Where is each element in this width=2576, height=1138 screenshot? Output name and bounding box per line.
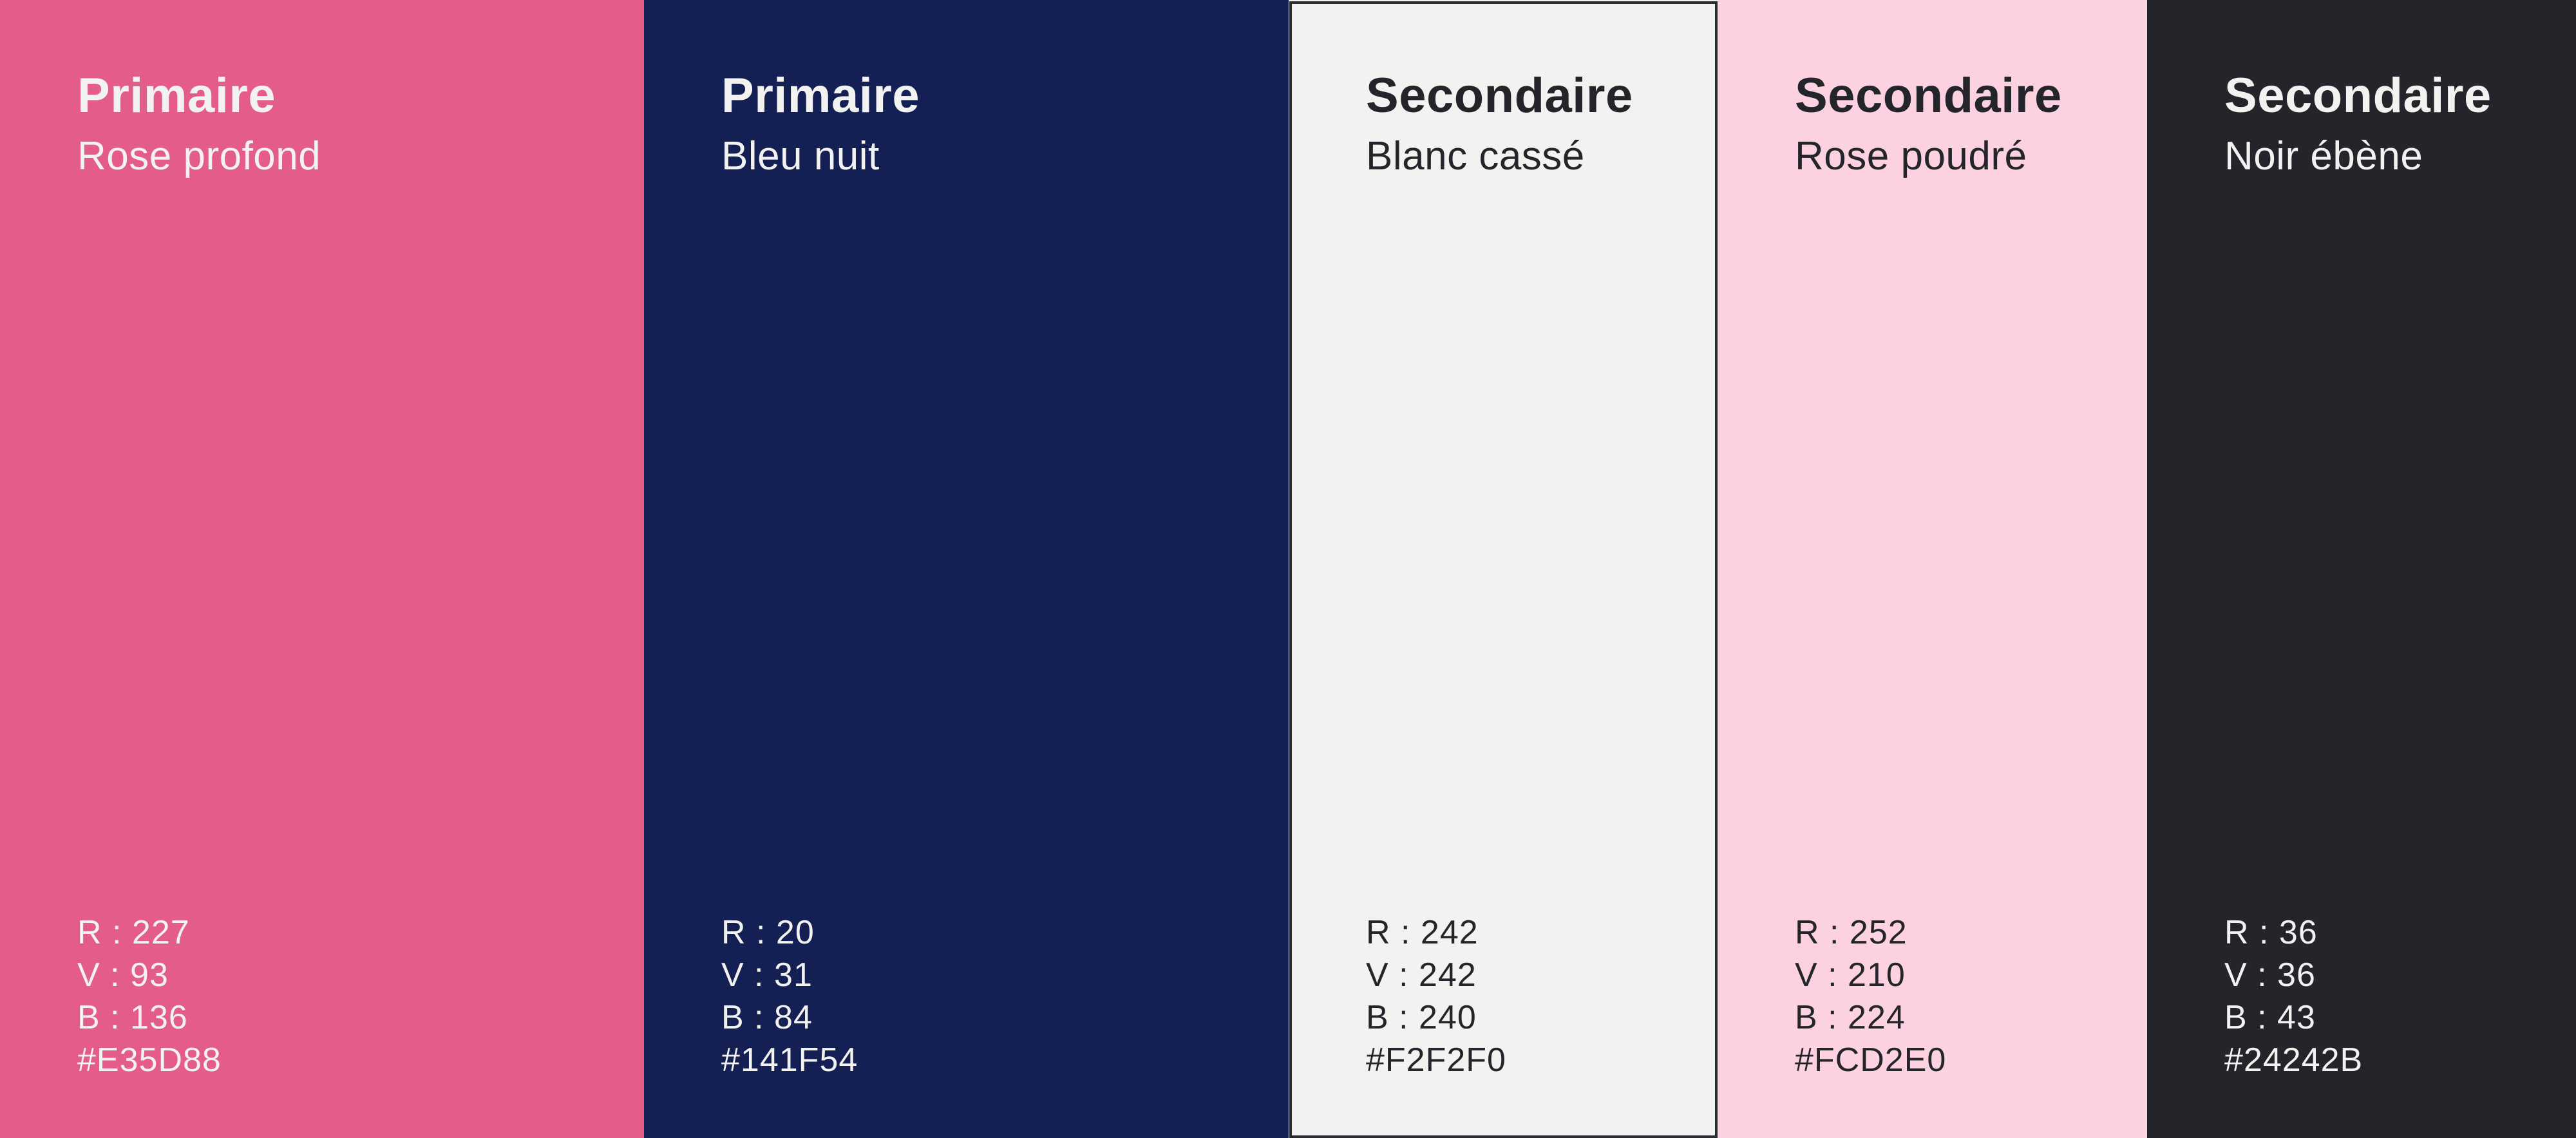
swatch-category-label: Primaire (721, 68, 920, 123)
swatch-primaire-bleu-nuit: Primaire Bleu nuit R : 20 V : 31 B : 84 … (644, 0, 1289, 1138)
hex-value: #FCD2E0 (1795, 1041, 1947, 1079)
hex-value: #24242B (2224, 1041, 2363, 1079)
red-value: R : 227 (77, 914, 190, 951)
red-value: R : 36 (2224, 914, 2318, 951)
swatch-color-name: Blanc cassé (1366, 133, 1585, 178)
hex-value: #F2F2F0 (1366, 1041, 1506, 1079)
swatch-header: Secondaire Noir ébène (2224, 67, 2550, 180)
green-value: V : 210 (1795, 956, 1906, 994)
swatch-color-name: Noir ébène (2224, 133, 2423, 178)
swatch-category-label: Secondaire (2224, 68, 2492, 123)
blue-value: B : 84 (721, 999, 813, 1036)
swatch-color-name: Bleu nuit (721, 133, 880, 178)
blue-value: B : 43 (2224, 999, 2316, 1036)
swatch-secondaire-rose-poudre: Secondaire Rose poudré R : 252 V : 210 B… (1718, 0, 2147, 1138)
hex-value: #141F54 (721, 1041, 858, 1079)
red-value: R : 252 (1795, 914, 1908, 951)
swatch-header: Primaire Rose profond (77, 67, 618, 180)
green-value: V : 36 (2224, 956, 2316, 994)
green-value: V : 93 (77, 956, 169, 994)
swatch-header: Primaire Bleu nuit (721, 67, 1263, 180)
blue-value: B : 224 (1795, 999, 1906, 1036)
green-value: V : 242 (1366, 956, 1477, 994)
red-value: R : 20 (721, 914, 815, 951)
hex-value: #E35D88 (77, 1041, 222, 1079)
swatch-secondaire-blanc-casse: Secondaire Blanc cassé R : 242 V : 242 B… (1289, 0, 1718, 1138)
swatch-color-name: Rose profond (77, 133, 321, 178)
swatch-values: R : 252 V : 210 B : 224 #FCD2E0 (1795, 911, 2121, 1081)
swatch-category-label: Secondaire (1795, 68, 2062, 123)
swatch-values: R : 20 V : 31 B : 84 #141F54 (721, 911, 1263, 1081)
green-value: V : 31 (721, 956, 813, 994)
swatch-color-name: Rose poudré (1795, 133, 2027, 178)
swatch-category-label: Secondaire (1366, 68, 1633, 123)
swatch-values: R : 242 V : 242 B : 240 #F2F2F0 (1366, 911, 1692, 1081)
swatch-category-label: Primaire (77, 68, 276, 123)
blue-value: B : 240 (1366, 999, 1477, 1036)
swatch-header: Secondaire Rose poudré (1795, 67, 2121, 180)
blue-value: B : 136 (77, 999, 188, 1036)
swatch-values: R : 36 V : 36 B : 43 #24242B (2224, 911, 2550, 1081)
swatch-header: Secondaire Blanc cassé (1366, 67, 1692, 180)
red-value: R : 242 (1366, 914, 1479, 951)
swatch-values: R : 227 V : 93 B : 136 #E35D88 (77, 911, 618, 1081)
swatch-primaire-rose-profond: Primaire Rose profond R : 227 V : 93 B :… (0, 0, 644, 1138)
swatch-secondaire-noir-ebene: Secondaire Noir ébène R : 36 V : 36 B : … (2147, 0, 2576, 1138)
